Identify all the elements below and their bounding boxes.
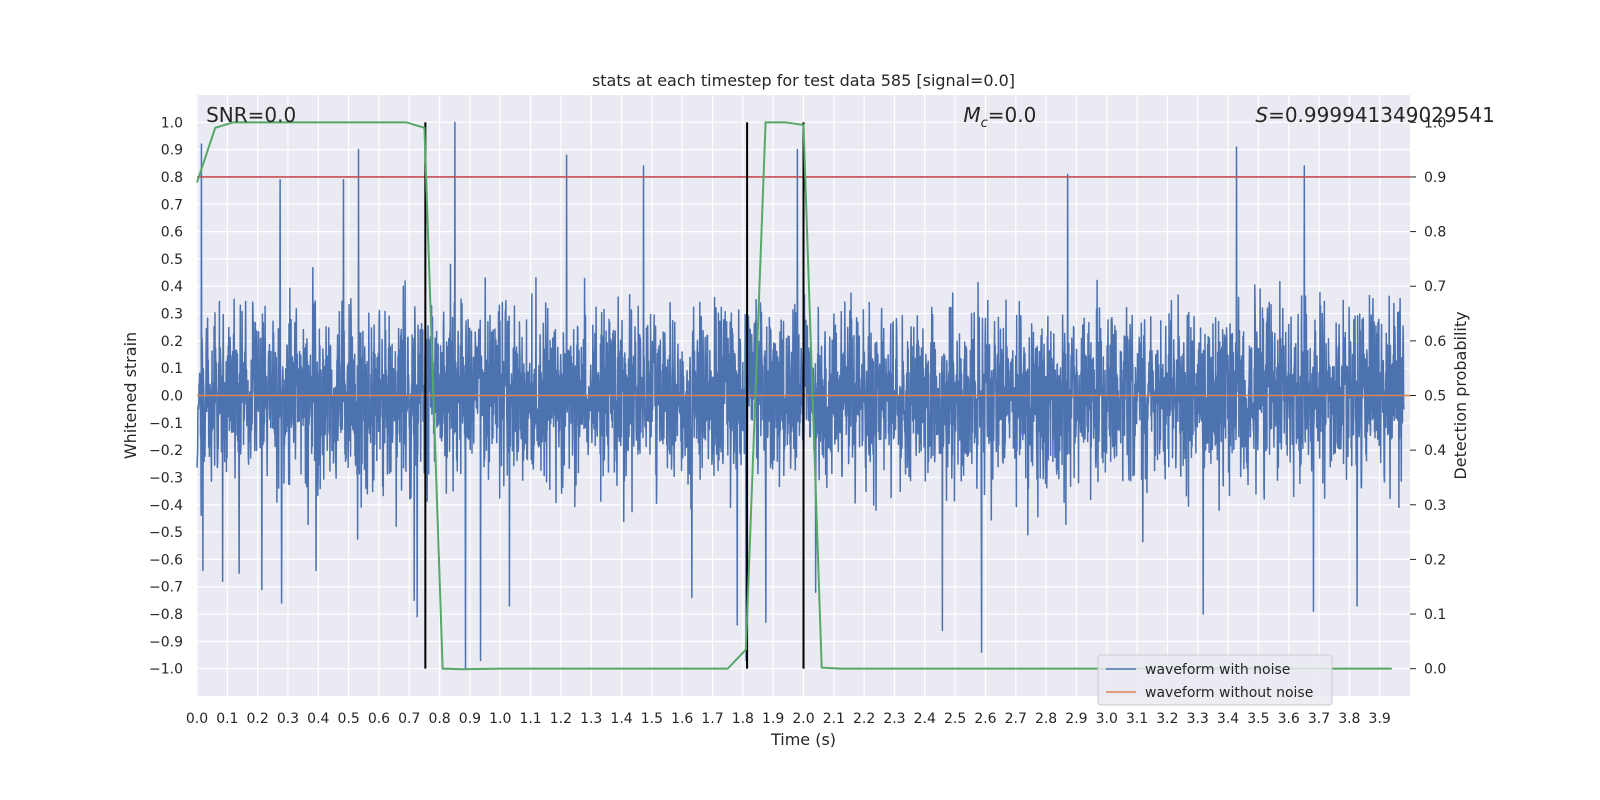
chirp-mass-value: =0.0 (988, 103, 1037, 127)
legend-box (1097, 654, 1333, 706)
y-tick-label: −0.6 (149, 552, 183, 568)
y-tick-label: 0.1 (161, 361, 183, 377)
x-tick-label: 0.3 (277, 711, 299, 727)
y-right-tick-label: 0.0 (1424, 662, 1446, 678)
y-axis-label: Whitened strain (121, 332, 140, 459)
y-tick-label: −0.9 (149, 634, 183, 650)
x-tick-label: 1.1 (519, 711, 541, 727)
x-tick-label: 1.9 (762, 711, 784, 727)
x-tick-label: 2.9 (1065, 711, 1087, 727)
x-tick-label: 1.7 (701, 711, 723, 727)
x-tick-label: 3.9 (1369, 711, 1391, 727)
legend-label-clean: waveform without noise (1145, 685, 1313, 701)
y-right-tick-label: 0.1 (1424, 607, 1446, 623)
x-tick-label: 0.2 (247, 711, 269, 727)
x-tick-label: 1.3 (580, 711, 602, 727)
overlay-layer (196, 121, 1410, 671)
x-tick-label: 1.6 (671, 711, 693, 727)
y-tick-label: 0.7 (161, 197, 183, 213)
x-tick-label: 2.4 (914, 711, 936, 727)
y-right-tick-label: 0.4 (1424, 443, 1446, 459)
x-tick-label: 2.8 (1035, 711, 1057, 727)
score-value: =0.999941349029541 (1268, 103, 1495, 127)
x-tick-label: 3.4 (1217, 711, 1239, 727)
x-tick-label: 3.8 (1338, 711, 1360, 727)
noise-waveform-line (196, 121, 1405, 670)
y-tick-label: 0.8 (161, 170, 183, 186)
y-axis-right-label: Detection probability (1451, 311, 1470, 479)
y-axis-right-ticks: 1.0 0.9 0.8 0.7 0.6 0.5 0.4 0.3 0.2 0.1 0.0 (1410, 115, 1446, 678)
x-tick-label: 1.2 (550, 711, 572, 727)
x-tick-label: 3.7 (1308, 711, 1330, 727)
x-tick-label: 1.0 (489, 711, 511, 727)
x-tick-label: 0.7 (398, 711, 420, 727)
y-right-tick-label: 1.0 (1424, 115, 1446, 131)
score-annotation: S=0.999941349029541 (1255, 103, 1494, 127)
y-tick-label: −0.3 (149, 470, 183, 486)
x-tick-label: 3.2 (1156, 711, 1178, 727)
y-tick-label: −0.2 (149, 443, 183, 459)
y-right-tick-label: 0.9 (1424, 170, 1446, 186)
x-tick-label: 2.7 (1005, 711, 1027, 727)
x-axis-label: Time (s) (770, 730, 836, 749)
x-tick-label: 3.5 (1247, 711, 1269, 727)
x-tick-label: 3.3 (1187, 711, 1209, 727)
x-tick-label: 1.8 (732, 711, 754, 727)
y-tick-label: 0.5 (161, 252, 183, 268)
y-axis-ticks: 1.0 0.9 0.8 0.7 0.6 0.5 0.4 0.3 0.2 0.1 0.0 −0.1 −0.… (149, 115, 183, 677)
y-right-tick-label: 0.2 (1424, 552, 1446, 568)
y-tick-label: −0.5 (149, 525, 183, 541)
x-axis-ticks: 0.0 0.1 0.2 0.3 0.4 0.5 0.6 0.7 0.8 0.9 1.0 1.1 1.2 1… (186, 711, 1391, 727)
chart-title: stats at each timestep for test data 585… (592, 71, 1015, 90)
x-tick-label: 0.0 (186, 711, 208, 727)
x-tick-label: 2.2 (853, 711, 875, 727)
y-right-tick-label: 0.6 (1424, 334, 1446, 350)
x-tick-label: 2.6 (974, 711, 996, 727)
y-right-tick-label: 0.5 (1424, 389, 1446, 405)
y-tick-label: −1.0 (149, 662, 183, 678)
x-tick-label: 3.0 (1096, 711, 1118, 727)
x-tick-label: 0.9 (459, 711, 481, 727)
y-tick-label: −0.4 (149, 498, 183, 514)
y-tick-label: −0.7 (149, 580, 183, 596)
legend: waveform with noise waveform without noi… (1097, 654, 1333, 706)
y-right-tick-label: 0.8 (1424, 225, 1446, 241)
y-tick-label: 0.6 (161, 225, 183, 241)
y-tick-label: 0.2 (161, 334, 183, 350)
detection-probability-line (196, 121, 1392, 671)
x-tick-label: 0.1 (216, 711, 238, 727)
y-tick-label: −0.1 (149, 416, 183, 432)
x-tick-label: 2.5 (944, 711, 966, 727)
chirp-mass-subscript: c (981, 116, 988, 131)
legend-label-noise: waveform with noise (1145, 662, 1290, 678)
y-right-tick-label: 0.7 (1424, 279, 1446, 295)
x-tick-label: 1.4 (610, 711, 632, 727)
x-tick-label: 0.6 (368, 711, 390, 727)
score-symbol: S (1255, 103, 1268, 127)
x-tick-label: 1.5 (641, 711, 663, 727)
y-tick-label: 0.4 (161, 279, 183, 295)
snr-annotation: SNR=0.0 (206, 103, 296, 127)
y-tick-label: 1.0 (161, 115, 183, 131)
x-tick-label: 0.8 (428, 711, 450, 727)
x-tick-label: 3.6 (1278, 711, 1300, 727)
x-tick-label: 2.0 (792, 711, 814, 727)
y-tick-label: 0.0 (161, 389, 183, 405)
x-tick-label: 0.5 (337, 711, 359, 727)
x-tick-label: 2.3 (883, 711, 905, 727)
y-tick-label: −0.8 (149, 607, 183, 623)
y-tick-label: 0.9 (161, 143, 183, 159)
y-tick-label: 0.3 (161, 307, 183, 323)
chirp-mass-annotation: Mc=0.0 (963, 103, 1036, 131)
x-tick-label: 0.4 (307, 711, 329, 727)
chirp-mass-symbol: M (963, 103, 980, 127)
y-right-tick-label: 0.3 (1424, 498, 1446, 514)
x-tick-label: 3.1 (1126, 711, 1148, 727)
x-tick-label: 2.1 (823, 711, 845, 727)
